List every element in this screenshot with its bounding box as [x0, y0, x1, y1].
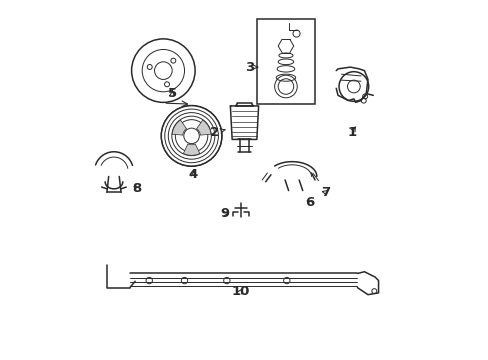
Text: 3: 3 — [244, 60, 257, 73]
Text: 5: 5 — [167, 87, 176, 100]
Text: 9: 9 — [220, 207, 229, 220]
Text: 7: 7 — [321, 186, 329, 199]
Text: 6: 6 — [305, 197, 314, 210]
Text: 1: 1 — [347, 126, 356, 139]
Text: 10: 10 — [231, 285, 250, 298]
Bar — [256, 19, 314, 104]
Polygon shape — [183, 144, 200, 155]
Polygon shape — [172, 120, 186, 135]
Polygon shape — [196, 120, 210, 135]
Text: 8: 8 — [132, 182, 141, 195]
Text: 2: 2 — [209, 126, 224, 139]
Text: 4: 4 — [188, 168, 198, 181]
